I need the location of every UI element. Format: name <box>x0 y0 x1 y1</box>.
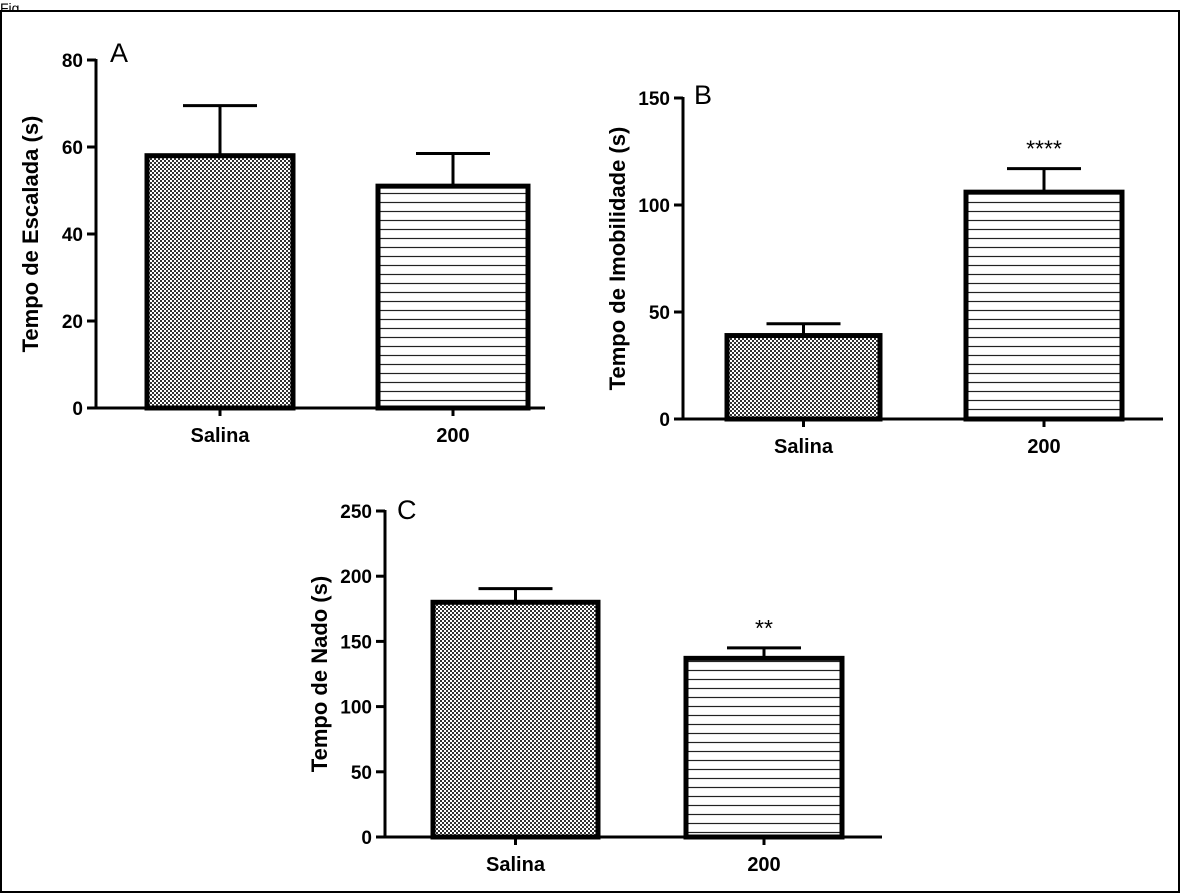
panel-a-y-tick-label-1: 20 <box>62 312 83 333</box>
panel-a-chart: Salina 200 0 20 40 60 80 Tempo de Escalada (s) A <box>18 38 545 447</box>
panel-c-y-tick-label-1: 50 <box>351 763 372 784</box>
panel-b-y-tick-label-0: 0 <box>659 410 670 431</box>
panel-c-y-tick-label-5: 250 <box>340 502 372 523</box>
panel-b-letter: B <box>694 80 712 110</box>
panel-c-y-tick-label-4: 200 <box>340 567 372 588</box>
panel-b-bar-1 <box>966 192 1122 419</box>
panel-b-y-axis-title: Tempo de Imobilidade (s) <box>605 127 630 391</box>
panel-a-y-tick-label-2: 40 <box>62 225 83 246</box>
panel-c-y-tick-label-3: 150 <box>340 632 372 653</box>
panel-b-bar-0 <box>727 336 880 419</box>
panel-a-bar-0 <box>147 156 293 408</box>
panel-a-bar-1 <box>378 186 528 408</box>
panel-a-y-tick-label-3: 60 <box>62 138 83 159</box>
panel-a-letter: A <box>110 38 128 68</box>
panel-c-chart: Salina 200 ** 0 50 100 150 200 250 Tempo de Nado … <box>307 495 882 876</box>
panel-b-y-tick-label-3: 150 <box>638 89 670 110</box>
panel-c-category-label-0: Salina <box>486 854 546 876</box>
panel-a-y-tick-label-4: 80 <box>62 51 83 72</box>
panel-c-bar-0 <box>433 602 598 837</box>
panel-a-category-label-1: 200 <box>436 425 469 447</box>
panel-c-significance-label-1: ** <box>755 615 773 641</box>
panel-c-letter: C <box>397 495 417 525</box>
panel-a-y-tick-label-0: 0 <box>72 399 83 420</box>
panel-a-category-label-0: Salina <box>191 425 251 447</box>
panel-c-y-axis-title: Tempo de Nado (s) <box>307 576 332 772</box>
panel-c-y-tick-label-2: 100 <box>340 698 372 719</box>
panel-c-y-tick-label-0: 0 <box>361 828 372 849</box>
panel-b-chart: Salina 200 **** 0 50 100 150 Tempo de Imobilida… <box>605 80 1163 458</box>
panel-b-significance-label-1: **** <box>1026 136 1062 162</box>
panel-c-category-label-1: 200 <box>747 854 780 876</box>
panel-b-category-label-0: Salina <box>774 436 834 458</box>
panel-c-bar-1 <box>686 658 842 837</box>
panel-b-y-tick-label-2: 100 <box>638 196 670 217</box>
panel-b-y-tick-label-1: 50 <box>649 303 670 324</box>
panel-b-category-label-1: 200 <box>1027 436 1060 458</box>
panel-a-y-axis-title: Tempo de Escalada (s) <box>18 116 43 353</box>
